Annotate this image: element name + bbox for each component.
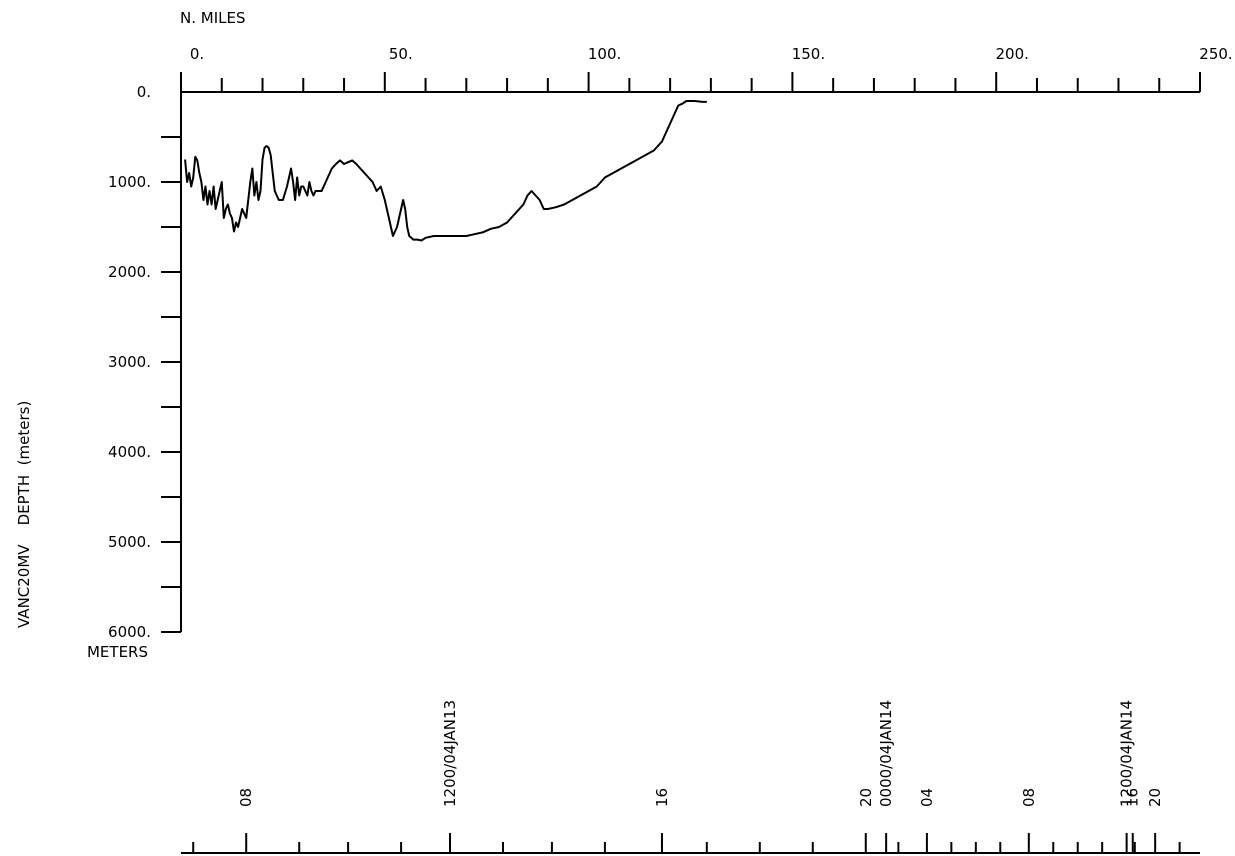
time-axis-label: 08 [237, 788, 255, 807]
top-axis-tick-label: 250. [1199, 45, 1232, 63]
y-axis-label: VANC20MV DEPTH (meters) [15, 401, 33, 628]
time-axis-label: 04 [918, 788, 936, 807]
top-axis-tick-label: 100. [588, 45, 621, 63]
time-axis-label: 1200/04JAN13 [441, 700, 459, 807]
y-units-label: METERS [87, 643, 148, 661]
time-axis-label: 08 [1020, 788, 1038, 807]
y-axis-tick-label: 3000. [108, 353, 151, 371]
y-axis-tick-label: 1000. [108, 173, 151, 191]
series-layer [184, 100, 707, 242]
y-axis: 0. 1000. 2000. 3000. 4000. 5000. 6000. [108, 83, 182, 641]
top-axis-tick-label: 0. [190, 45, 204, 63]
y-axis-tick-label: 0. [137, 83, 151, 101]
time-axis-label: 1200/04JAN14 [1118, 700, 1136, 807]
depth-profile-line [184, 100, 707, 242]
y-axis-tick-label: 5000. [108, 533, 151, 551]
top-axis-tick-label: 200. [995, 45, 1028, 63]
y-axis-tick-label: 2000. [108, 263, 151, 281]
top-axis-tick-label: 150. [792, 45, 825, 63]
time-axis-label: 0000/04JAN14 [877, 700, 895, 807]
time-axis: 08 1200/04JAN13 16 20 0000/04JAN14 04 08 1200/0… [181, 700, 1200, 854]
top-axis-label: N. MILES [180, 9, 245, 27]
time-axis-label: 20 [857, 788, 875, 807]
top-axis: 0. 50. 100. 150. 200. 250. [180, 45, 1233, 93]
y-axis-tick-label: 4000. [108, 443, 151, 461]
time-axis-label: 16 [1124, 788, 1142, 807]
top-axis-tick-label: 50. [389, 45, 413, 63]
y-axis-tick-label: 6000. [108, 623, 151, 641]
time-axis-label: 20 [1146, 788, 1164, 807]
time-axis-label: 16 [653, 788, 671, 807]
